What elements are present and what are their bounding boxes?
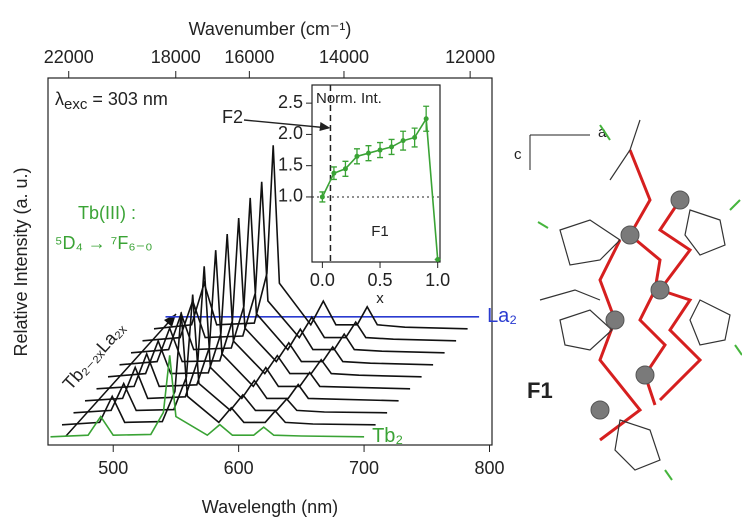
excitation-sub: exc — [64, 96, 88, 113]
bonds-green — [537, 124, 742, 481]
x2-tick-label: 16000 — [224, 47, 274, 67]
inset-point — [377, 147, 383, 153]
inset-point — [435, 256, 441, 262]
x-axis-label: Wavelength (nm) — [202, 497, 338, 517]
inset-point — [354, 153, 360, 159]
x2-axis-label: Wavenumber (cm⁻¹) — [189, 19, 352, 39]
excitation-label: λexc = 303 nm — [55, 89, 168, 113]
inset-point — [423, 116, 429, 122]
main-plot: 500 600 700 800 22000 18000 16000 14000 12000 La₂… — [44, 47, 517, 478]
inset: 1.0 1.5 2.0 2.5 0.0 0.5 1.0 Norm. Int. F1 x F2 — [222, 84, 450, 307]
transition-label: ⁵D₄ → ⁷F₆₋₀ — [55, 233, 153, 253]
pointer-head — [319, 122, 331, 131]
inset-x-tick-label: 0.5 — [368, 270, 393, 290]
bonds-black — [539, 119, 731, 471]
inset-point — [319, 194, 325, 200]
x2-tick-label: 14000 — [319, 47, 369, 67]
inset-y-tick-label: 2.0 — [278, 123, 303, 143]
inset-x-label: x — [376, 290, 384, 307]
x-tick-label: 500 — [98, 458, 128, 478]
structure-label: F1 — [527, 378, 553, 403]
inset-point — [342, 166, 348, 172]
inset-point — [389, 144, 395, 150]
spectrum-line — [96, 250, 411, 390]
spectrum-line — [61, 312, 376, 426]
series-label: Tb₂ — [372, 425, 403, 447]
spectrum-line — [50, 355, 365, 438]
atoms — [590, 190, 690, 420]
inset-annotation: F1 — [371, 223, 389, 240]
pointer-arrow — [243, 119, 329, 129]
excitation-text: = 303 nm — [87, 89, 168, 109]
x2-tick-label: 22000 — [44, 47, 94, 67]
inset-point — [331, 170, 337, 176]
inset-y-label: Norm. Int. — [316, 90, 382, 107]
inset-y-tick-label: 1.0 — [278, 186, 303, 206]
excitation-symbol: λ — [55, 89, 64, 109]
y-axis-label: Relative Intensity (a. u.) — [11, 167, 31, 356]
inset-y-tick-label: 2.5 — [278, 92, 303, 112]
inset-point — [366, 150, 372, 156]
plot-frame — [47, 77, 493, 446]
spectrum-line — [153, 145, 468, 330]
x2-tick-label: 18000 — [151, 47, 201, 67]
tb-label: Tb(III) : — [78, 203, 136, 223]
inset-point — [400, 138, 406, 144]
spectrum-line — [142, 181, 457, 342]
composition-label: Tb₂₋₂ₓLa₂ₓ — [59, 318, 130, 393]
inset-y-tick-label: 1.5 — [278, 154, 303, 174]
x-tick-label: 600 — [224, 458, 254, 478]
spectrum-line — [119, 217, 434, 366]
x-tick-label: 700 — [349, 458, 379, 478]
crystal-structure: a c F1 — [514, 119, 742, 481]
x2-tick-label: 12000 — [445, 47, 495, 67]
series-label: La₂ — [487, 305, 517, 327]
inset-point — [412, 135, 418, 141]
spectrum-line — [73, 294, 388, 414]
axis-a-label: a — [598, 124, 607, 141]
axis-c-label: c — [514, 146, 522, 163]
spectrum-line — [84, 266, 399, 402]
pointer-label: F2 — [222, 107, 243, 127]
inset-x-tick-label: 1.0 — [425, 270, 450, 290]
spectrum-line — [130, 197, 445, 354]
spectrum-line — [107, 234, 422, 378]
inset-x-tick-label: 0.0 — [310, 270, 335, 290]
x-tick-label: 800 — [474, 458, 504, 478]
